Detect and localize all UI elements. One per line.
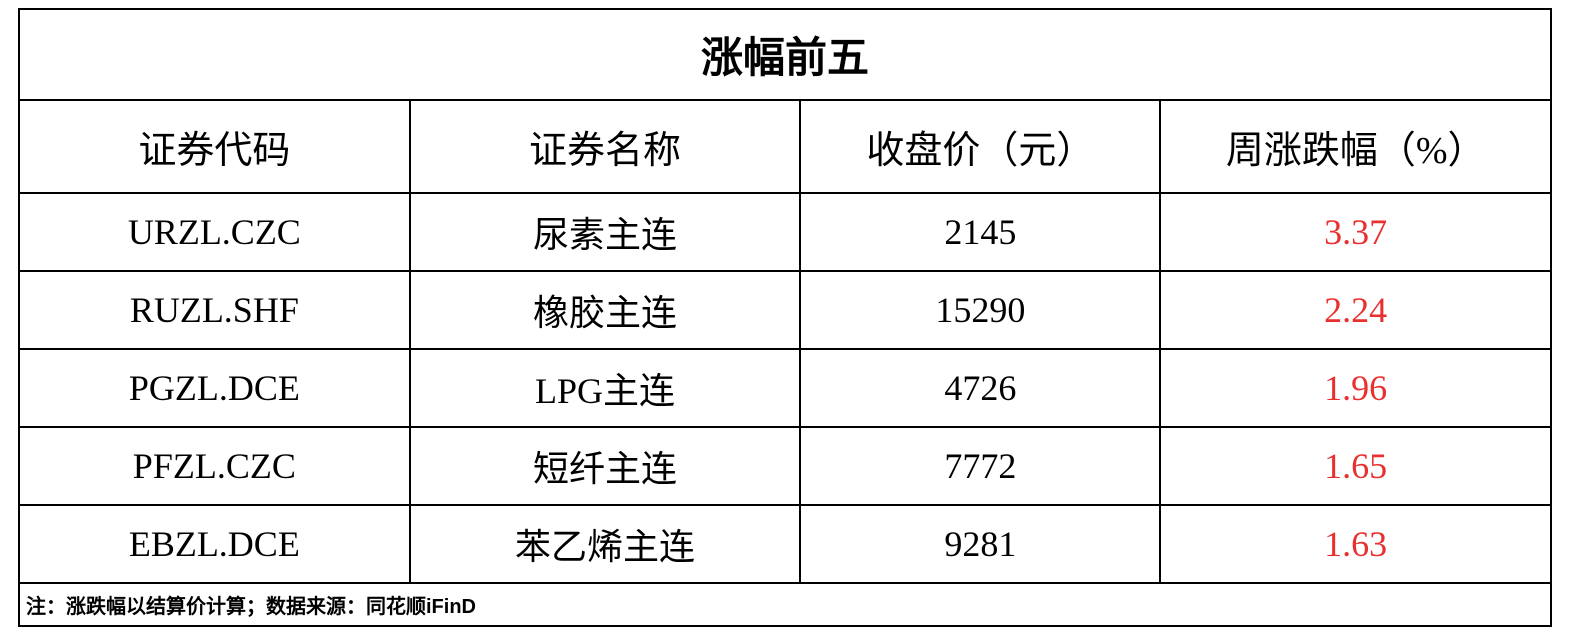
cell-change: 3.37 xyxy=(1160,193,1551,271)
cell-code: EBZL.DCE xyxy=(19,505,410,583)
cell-price: 4726 xyxy=(800,349,1160,427)
cell-change: 2.24 xyxy=(1160,271,1551,349)
cell-price: 2145 xyxy=(800,193,1160,271)
header-change: 周涨跌幅（%） xyxy=(1160,100,1551,193)
footnote-row: 注：涨跌幅以结算价计算；数据来源：同花顺iFinD xyxy=(19,583,1551,626)
table-row: PGZL.DCE LPG主连 4726 1.96 xyxy=(19,349,1551,427)
cell-price: 7772 xyxy=(800,427,1160,505)
cell-name: LPG主连 xyxy=(410,349,801,427)
cell-price: 15290 xyxy=(800,271,1160,349)
header-row: 证券代码 证券名称 收盘价（元） 周涨跌幅（%） xyxy=(19,100,1551,193)
cell-code: PGZL.DCE xyxy=(19,349,410,427)
table-title: 涨幅前五 xyxy=(19,9,1551,100)
cell-change: 1.96 xyxy=(1160,349,1551,427)
cell-name: 短纤主连 xyxy=(410,427,801,505)
cell-code: RUZL.SHF xyxy=(19,271,410,349)
table-row: RUZL.SHF 橡胶主连 15290 2.24 xyxy=(19,271,1551,349)
table-row: URZL.CZC 尿素主连 2145 3.37 xyxy=(19,193,1551,271)
cell-name: 苯乙烯主连 xyxy=(410,505,801,583)
table-row: EBZL.DCE 苯乙烯主连 9281 1.63 xyxy=(19,505,1551,583)
data-table: 涨幅前五 证券代码 证券名称 收盘价（元） 周涨跌幅（%） URZL.CZC 尿… xyxy=(18,8,1552,627)
cell-name: 橡胶主连 xyxy=(410,271,801,349)
cell-change: 1.65 xyxy=(1160,427,1551,505)
cell-name: 尿素主连 xyxy=(410,193,801,271)
footnote: 注：涨跌幅以结算价计算；数据来源：同花顺iFinD xyxy=(19,583,1551,626)
header-code: 证券代码 xyxy=(19,100,410,193)
table-row: PFZL.CZC 短纤主连 7772 1.65 xyxy=(19,427,1551,505)
header-price: 收盘价（元） xyxy=(800,100,1160,193)
title-row: 涨幅前五 xyxy=(19,9,1551,100)
cell-change: 1.63 xyxy=(1160,505,1551,583)
cell-price: 9281 xyxy=(800,505,1160,583)
top-gainers-table: 涨幅前五 证券代码 证券名称 收盘价（元） 周涨跌幅（%） URZL.CZC 尿… xyxy=(18,8,1552,627)
header-name: 证券名称 xyxy=(410,100,801,193)
cell-code: PFZL.CZC xyxy=(19,427,410,505)
cell-code: URZL.CZC xyxy=(19,193,410,271)
